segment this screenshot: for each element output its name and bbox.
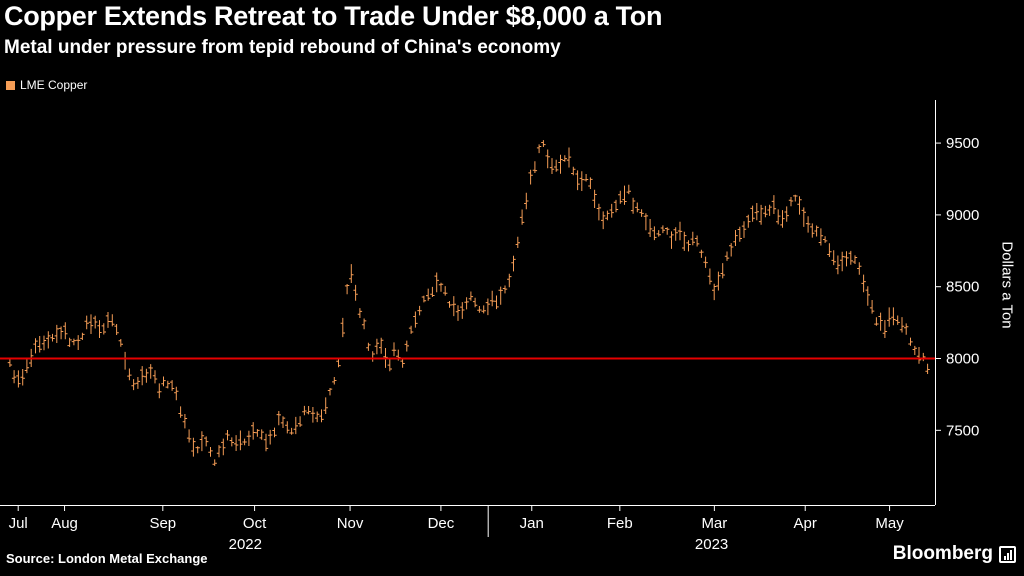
chart-legend: LME Copper	[6, 78, 87, 92]
svg-text:May: May	[875, 515, 904, 532]
price-chart-canvas: 7500 8000 8500 9000 9500 Jul Aug Sep Oct Nov Dec Ja…	[0, 100, 979, 553]
svg-text:Sep: Sep	[149, 515, 176, 532]
svg-text:Jul: Jul	[9, 515, 28, 532]
svg-text:Feb: Feb	[607, 515, 633, 532]
svg-text:2023: 2023	[695, 536, 728, 553]
svg-text:9500: 9500	[946, 135, 979, 152]
y-axis-title: Dollars a Ton	[998, 241, 1016, 329]
svg-text:8500: 8500	[946, 279, 979, 296]
bloomberg-wordmark: Bloomberg	[892, 543, 993, 564]
legend-label: LME Copper	[20, 78, 88, 92]
svg-text:Aug: Aug	[51, 515, 78, 532]
svg-text:9000: 9000	[946, 207, 979, 224]
legend-swatch-icon	[6, 80, 15, 90]
svg-text:Dec: Dec	[428, 515, 455, 532]
svg-text:8000: 8000	[946, 351, 979, 368]
svg-text:Oct: Oct	[243, 515, 267, 532]
svg-text:Apr: Apr	[794, 515, 817, 532]
chart-bars-icon	[999, 545, 1016, 563]
svg-text:7500: 7500	[946, 422, 979, 439]
source-text: Source: London Metal Exchange	[6, 551, 208, 566]
page-title: Copper Extends Retreat to Trade Under $8…	[4, 1, 663, 31]
page-subtitle: Metal under pressure from tepid rebound …	[4, 37, 561, 58]
bloomberg-logo: Bloomberg	[893, 543, 1016, 565]
svg-text:2022: 2022	[229, 536, 262, 553]
svg-text:Mar: Mar	[701, 515, 727, 532]
svg-text:Jan: Jan	[520, 515, 544, 532]
svg-text:Nov: Nov	[337, 515, 364, 532]
